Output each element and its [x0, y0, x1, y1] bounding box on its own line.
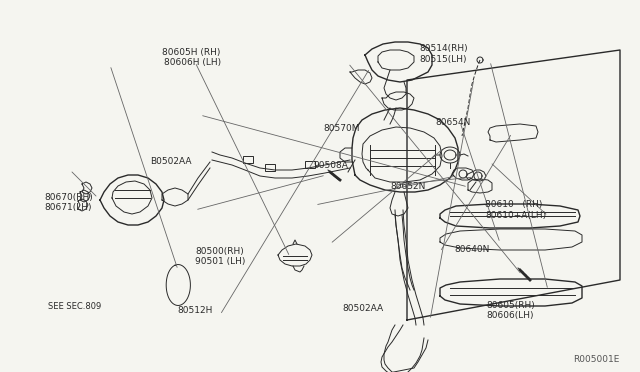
Text: 80512H: 80512H [177, 306, 213, 315]
Text: 80670(RH)
80671(LH): 80670(RH) 80671(LH) [45, 193, 93, 212]
Text: 80605H (RH)
80606H (LH): 80605H (RH) 80606H (LH) [163, 48, 221, 67]
Text: 80502AA: 80502AA [342, 304, 383, 313]
Bar [265, 164, 275, 171]
Text: 80640N: 80640N [454, 245, 490, 254]
Text: SEE SEC.809: SEE SEC.809 [48, 302, 101, 311]
Bar [305, 161, 315, 168]
Text: 80605(RH)
80606(LH): 80605(RH) 80606(LH) [486, 301, 535, 320]
Text: 80514(RH)
80515(LH): 80514(RH) 80515(LH) [419, 44, 468, 64]
Bar [243, 156, 253, 163]
Text: 80652N: 80652N [390, 182, 426, 190]
Text: 80570M: 80570M [323, 124, 360, 133]
Text: 90508A: 90508A [314, 161, 348, 170]
Text: 80500(RH)
90501 (LH): 80500(RH) 90501 (LH) [195, 247, 246, 266]
Text: B0502AA: B0502AA [150, 157, 192, 166]
Text: 80654N: 80654N [435, 118, 470, 127]
Text: R005001E: R005001E [573, 355, 620, 364]
Text: 80610   (RH)
80610+A(LH): 80610 (RH) 80610+A(LH) [485, 201, 547, 220]
